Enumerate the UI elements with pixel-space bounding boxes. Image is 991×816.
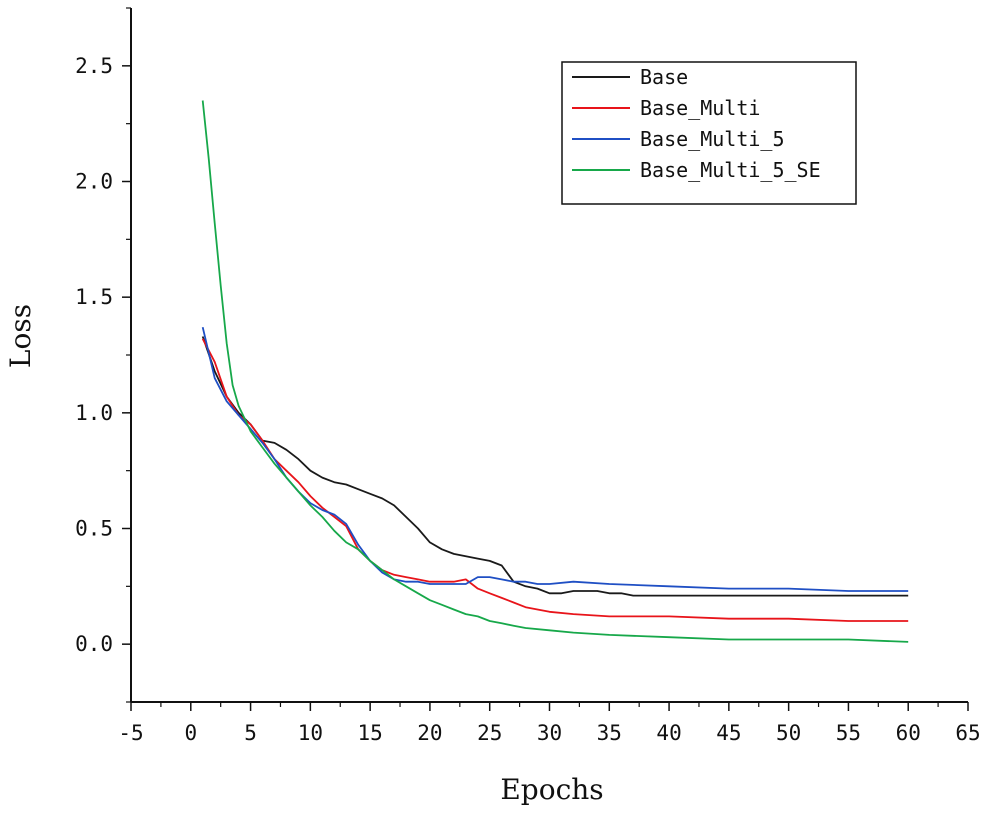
x-tick-label: 55 xyxy=(836,721,861,745)
series-line-base-multi-5 xyxy=(201,326,909,592)
y-tick-label: 0.0 xyxy=(75,632,113,656)
y-tick-label: 0.5 xyxy=(75,517,113,541)
legend-label: Base_Multi_5 xyxy=(640,127,785,151)
y-tick-label: 1.0 xyxy=(75,401,113,425)
legend: Base Base_Multi Base_Multi_5 Base_Multi_5_S… xyxy=(561,61,857,205)
series-line-base-multi xyxy=(201,338,909,622)
legend-box xyxy=(561,61,857,205)
series-line-base-multi-5-se xyxy=(201,100,909,643)
x-tick-label: 0 xyxy=(184,721,197,745)
x-tick-label: 25 xyxy=(477,721,502,745)
y-axis-title: Loss xyxy=(4,304,37,368)
x-tick-label: 20 xyxy=(417,721,442,745)
axes-layer: -5 0 5 10 15 20 25 30 35 40 45 50 55 60 65 0.0 0.5 1.0 1.5… xyxy=(75,7,981,745)
x-tick-label: 5 xyxy=(244,721,257,745)
x-tick-label: -5 xyxy=(118,721,143,745)
x-axis-title: Epochs xyxy=(500,773,603,806)
x-tick-label: 65 xyxy=(955,721,980,745)
series-line-base xyxy=(201,336,909,597)
y-tick-label: 1.5 xyxy=(75,285,113,309)
x-tick-label: 45 xyxy=(716,721,741,745)
series-layer xyxy=(201,100,909,643)
legend-label: Base_Multi xyxy=(640,96,760,120)
x-tick-label: 60 xyxy=(896,721,921,745)
x-tick-label: 35 xyxy=(597,721,622,745)
x-tick-label: 10 xyxy=(298,721,323,745)
x-tick-label: 30 xyxy=(537,721,562,745)
legend-label: Base xyxy=(640,65,688,89)
x-tick-label: 40 xyxy=(656,721,681,745)
y-tick-label: 2.0 xyxy=(75,170,113,194)
legend-label: Base_Multi_5_SE xyxy=(640,158,821,182)
x-tick-label: 50 xyxy=(776,721,801,745)
y-tick-label: 2.5 xyxy=(75,54,113,78)
x-tick-label: 15 xyxy=(357,721,382,745)
